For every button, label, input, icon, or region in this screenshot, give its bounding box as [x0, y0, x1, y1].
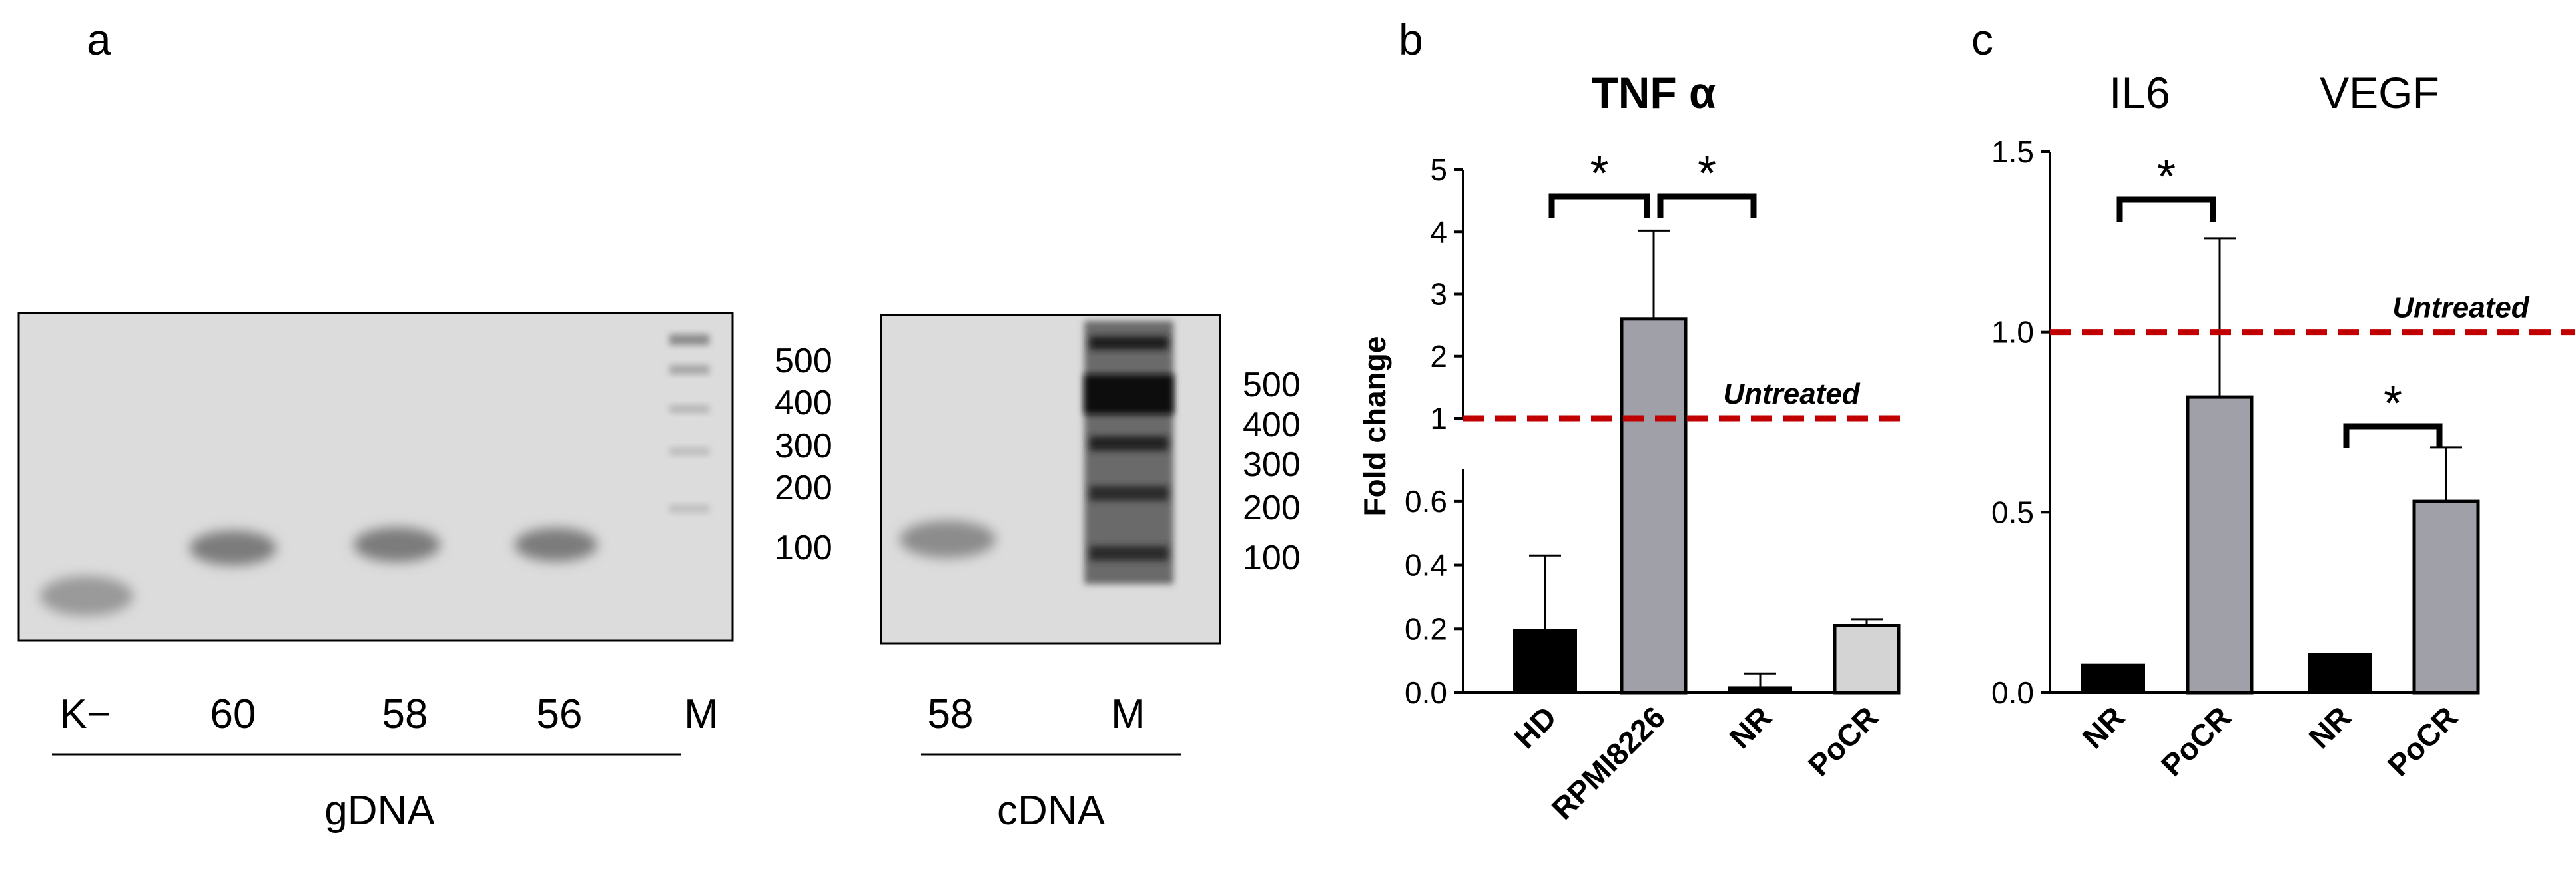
vegf-title: VEGF [2320, 68, 2439, 117]
gdna-marker-500: 500 [775, 342, 832, 380]
category-label: NR [2302, 699, 2358, 755]
cdna-ladder-band-500 [1084, 374, 1173, 414]
tnf-alpha-title: TNF α [1591, 68, 1716, 117]
cdna-marker-100: 100 [1243, 539, 1301, 577]
y-tick-label: 4 [1430, 214, 1447, 249]
gdna-lane-m: M [684, 691, 719, 737]
cdna-marker-400: 400 [1243, 406, 1301, 444]
bar [2308, 653, 2372, 693]
gdna-band-60 [190, 531, 276, 565]
gdna-marker-100: 100 [775, 529, 832, 567]
gdna-ladder-band-100 [669, 505, 709, 513]
significance-bracket [1657, 193, 1757, 218]
category-label: NR [1722, 699, 1778, 755]
bar [2186, 395, 2254, 695]
panel-c-letter: c [1971, 15, 1993, 64]
gdna-ladder-band-200 [669, 447, 709, 455]
significance-bracket [2116, 196, 2216, 222]
untreated-label: Untreated [2392, 292, 2529, 324]
y-tick-label: 0.2 [1405, 611, 1447, 646]
cdna-ladder-band-200 [1090, 486, 1168, 501]
cdna-lane-m: M [1111, 691, 1145, 737]
cdna-lane-58: 58 [928, 691, 974, 737]
gdna-marker-200: 200 [775, 469, 832, 507]
gdna-band-56 [515, 528, 597, 561]
y-tick-label: 2 [1430, 339, 1447, 374]
category-label: NR [2075, 699, 2131, 755]
il6-vegf-chart: 0.0 0.5 1.0 1.5 NR PoCR NR PoCR Untreated * * [1991, 135, 2575, 783]
category-label: PoCR [2381, 699, 2464, 782]
bar [1513, 629, 1577, 693]
cdna-ladder-band-100 [1090, 546, 1168, 561]
gdna-lane-k-minus: K− [59, 691, 111, 737]
bar [1620, 317, 1688, 695]
panel-b-letter: b [1399, 15, 1423, 64]
cdna-band-58 [900, 521, 996, 558]
cdna-ladder-band-top [1090, 336, 1168, 350]
category-label: PoCR [2154, 699, 2238, 782]
untreated-label: Untreated [1723, 378, 1860, 410]
significance-star: * [2384, 377, 2402, 430]
category-label: RPMI8226 [1545, 699, 1672, 826]
y-tick-label: 0.4 [1405, 548, 1447, 583]
y-tick-label: 0.5 [1991, 495, 2034, 529]
cdna-label: cDNA [997, 788, 1106, 834]
y-tick-label: 0.0 [1991, 675, 2034, 710]
significance-star: * [1590, 147, 1608, 200]
cdna-marker-500: 500 [1243, 366, 1301, 404]
gdna-ladder-band-500 [669, 334, 709, 345]
significance-bracket [2343, 423, 2443, 448]
y-tick-label: 5 [1430, 152, 1447, 187]
bar [2412, 499, 2480, 695]
cdna-ladder-smear [1084, 321, 1173, 584]
tnf-y-axis-label: Fold change [1357, 336, 1392, 517]
gdna-lane-56: 56 [537, 691, 583, 737]
bar [1833, 624, 1901, 695]
category-label: PoCR [1801, 699, 1885, 782]
significance-star: * [1698, 147, 1716, 200]
y-tick-label: 1.5 [1991, 135, 2034, 169]
y-tick-label: 1.0 [1991, 315, 2034, 350]
gdna-gel [17, 312, 734, 642]
gdna-lane-60: 60 [210, 691, 256, 737]
gdna-gel-background [17, 312, 734, 642]
gdna-marker-300: 300 [775, 427, 832, 465]
gdna-band-k-minus [40, 576, 133, 616]
y-tick-label: 0.6 [1405, 484, 1447, 519]
y-tick-label: 3 [1430, 277, 1447, 312]
cdna-ladder-band-300 [1090, 436, 1168, 451]
y-tick-label: 0.0 [1405, 675, 1447, 710]
cdna-gel [880, 314, 1221, 645]
significance-bracket [1548, 193, 1650, 218]
category-label: HD [1507, 699, 1563, 755]
cdna-marker-300: 300 [1243, 445, 1301, 484]
panel-a-letter: a [87, 15, 111, 64]
gdna-band-58 [354, 527, 440, 562]
gdna-label: gDNA [324, 788, 435, 834]
gdna-marker-400: 400 [775, 384, 832, 422]
il6-title: IL6 [2109, 68, 2170, 117]
gdna-lane-58: 58 [382, 691, 428, 737]
gdna-ladder-band-400 [669, 365, 709, 374]
bar [2081, 663, 2145, 693]
cdna-marker-200: 200 [1243, 489, 1301, 527]
significance-star: * [2157, 150, 2176, 204]
gdna-ladder-band-300 [669, 405, 709, 413]
bar [1728, 686, 1792, 693]
y-tick-label: 1 [1430, 401, 1447, 436]
